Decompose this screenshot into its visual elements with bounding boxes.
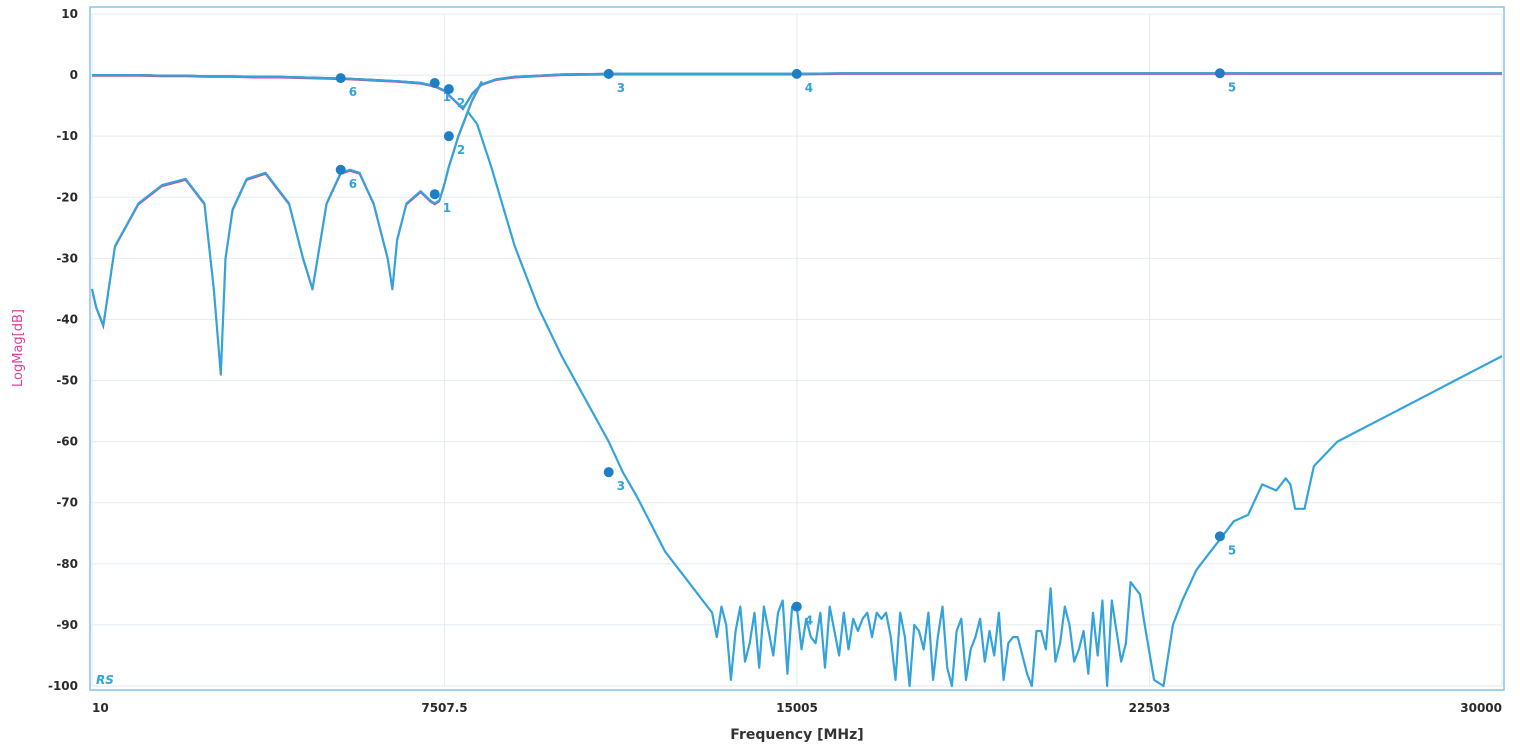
y-tick-label: -40 xyxy=(56,312,78,326)
marker-point xyxy=(603,68,614,79)
y-tick-label: -60 xyxy=(56,435,78,449)
marker-label: 6 xyxy=(349,177,357,191)
y-tick-label: -50 xyxy=(56,374,78,388)
marker-label: 1 xyxy=(443,90,451,104)
marker-point xyxy=(429,78,440,89)
x-axis-label: Frequency [MHz] xyxy=(730,727,863,743)
marker-point xyxy=(791,68,802,79)
marker-point xyxy=(443,131,454,142)
marker-point xyxy=(791,601,802,612)
x-tick-label: 7507.5 xyxy=(421,701,467,715)
y-tick-label: -20 xyxy=(56,190,78,204)
marker-label: 4 xyxy=(805,614,813,628)
x-tick-label: 22503 xyxy=(1129,701,1171,715)
marker-point xyxy=(1214,68,1225,79)
marker-point xyxy=(429,189,440,200)
x-tick-label: 15005 xyxy=(776,701,818,715)
marker-label: 1 xyxy=(443,201,451,215)
marker-label: 6 xyxy=(349,85,357,99)
x-tick-label: 30000 xyxy=(1460,701,1502,715)
marker-label: 2 xyxy=(457,96,465,110)
series-line-1 xyxy=(92,72,1502,110)
marker-point xyxy=(1214,531,1225,542)
marker-label: 5 xyxy=(1228,80,1236,94)
series-lines xyxy=(90,72,1503,688)
marker-label: 5 xyxy=(1228,543,1236,557)
marker-point xyxy=(443,84,454,95)
y-tick-label: -30 xyxy=(56,251,78,265)
y-tick-label: -90 xyxy=(56,618,78,632)
marker-point xyxy=(335,73,346,84)
marker-point xyxy=(603,467,614,478)
marker-point xyxy=(335,164,346,175)
marker-label: 3 xyxy=(617,479,625,493)
y-tick-label: -10 xyxy=(56,129,78,143)
y-tick-label: -70 xyxy=(56,496,78,510)
x-tick-labels: 10 7507.5 15005 22503 30000 xyxy=(92,701,1502,715)
marker-label: 4 xyxy=(805,81,813,95)
marker-label: 2 xyxy=(457,143,465,157)
y-tick-label: 0 xyxy=(70,68,78,82)
y-tick-label: 10 xyxy=(61,7,78,21)
series-line-3 xyxy=(466,111,1503,688)
y-tick-label: -80 xyxy=(56,557,78,571)
y-tick-labels: 10 0 -10 -20 -30 -40 -50 -60 -70 -80 -90 -100 xyxy=(48,7,78,693)
grid xyxy=(91,13,1503,687)
marker-label: 3 xyxy=(617,81,625,95)
corner-label: RS xyxy=(96,673,114,687)
y-tick-label: -100 xyxy=(48,679,78,693)
y-axis-label: LogMag[dB] xyxy=(11,309,26,387)
x-tick-label: 10 xyxy=(92,701,109,715)
